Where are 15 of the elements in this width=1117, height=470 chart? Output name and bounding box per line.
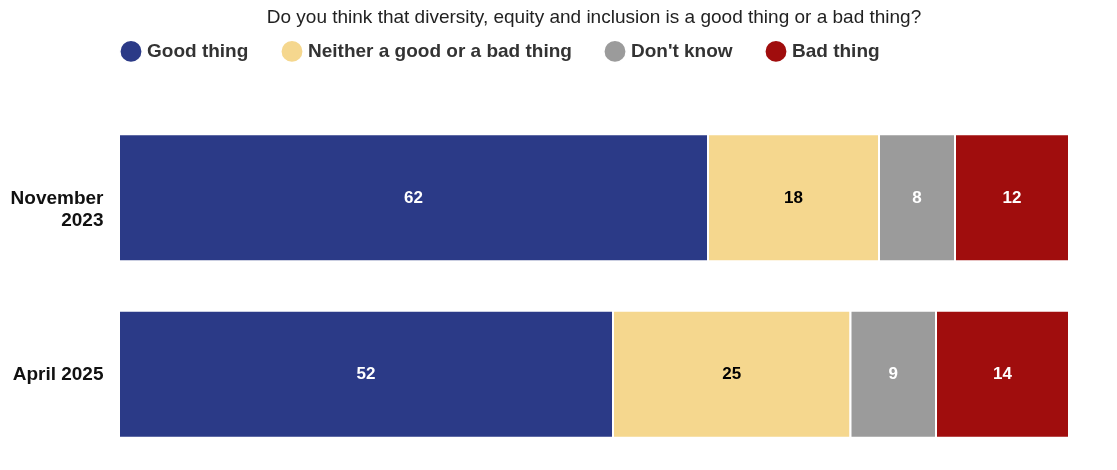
- y-tick-label: November 2023: [10, 186, 105, 230]
- legend-label: Bad thing: [792, 40, 880, 62]
- legend-label: Neither a good or a bad thing: [308, 40, 572, 62]
- legend-label: Good thing: [147, 40, 249, 62]
- chart-title: Do you think that diversity, equity and inclusion is a good thing or a bad thing?: [266, 6, 922, 27]
- data-label: 12: [1002, 187, 1022, 207]
- legend-label: Don't know: [631, 40, 733, 62]
- data-label: 52: [356, 364, 376, 384]
- data-label: 25: [722, 364, 742, 384]
- data-label: 8: [912, 187, 922, 207]
- data-label: 9: [888, 364, 898, 384]
- data-label: 62: [404, 187, 423, 207]
- data-label: 14: [993, 364, 1013, 384]
- data-label: 18: [784, 187, 803, 207]
- y-tick-label: April 2025: [12, 363, 104, 385]
